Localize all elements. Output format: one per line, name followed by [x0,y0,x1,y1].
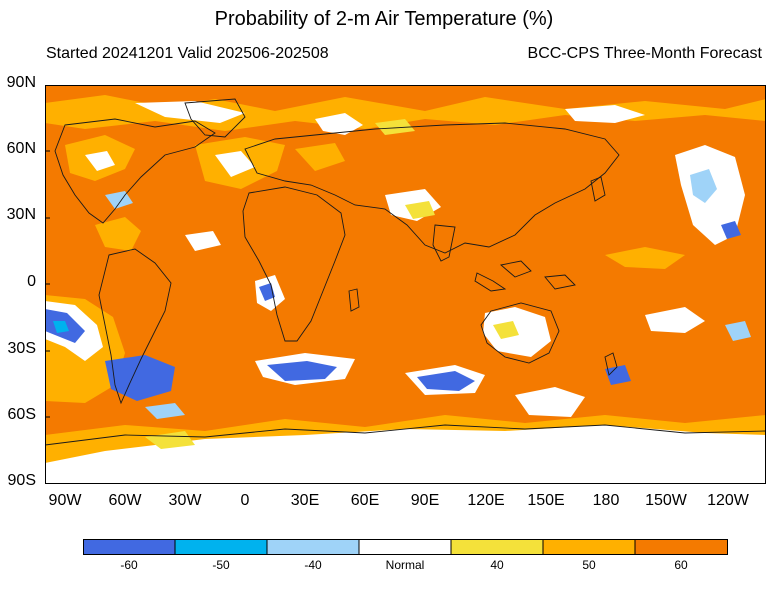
barents-normal-region [315,113,363,135]
sepacific-cold-50-region [53,321,69,333]
arctic-normal-region [135,101,245,123]
colorbar-label-normal: Normal [385,558,425,572]
tibet-40-region [405,201,435,219]
siberia-normal-region [565,105,645,123]
colorbar-label-cold-50: -50 [212,558,230,572]
spacific-cold-40-region [725,321,751,341]
russia-50-region [295,143,345,171]
sindian-east-cold-60-region [417,371,475,391]
patagonia-cold-60-region [105,355,175,401]
lon-label-180: 180 [592,492,620,509]
spacific-normal-region [645,307,705,333]
antarctica-coast [45,424,766,446]
colorbar-segment-warm-60 [635,539,728,555]
map-frame [45,85,766,484]
lon-label-60w: 60W [108,492,142,509]
colorbar-label-cold-40: -40 [304,558,322,572]
new-guinea-coast [544,274,576,290]
africa-cold-60-region [259,283,275,301]
colorbar-frame [83,539,728,555]
tropical-pacific-50-region [605,247,685,269]
colorbar-segment-cold-40 [267,539,359,555]
north-america-coast [54,118,216,224]
lon-label-30e: 30E [290,492,320,509]
madagascar-coast [348,288,360,312]
spacific-cold-60-region [605,365,631,385]
lat-label-90n: 90N [6,74,36,91]
npacific-cold-60-region [721,221,741,239]
arctic-40-region [375,119,415,135]
lat-label-equator: 0 [27,273,36,290]
lon-label-120e: 120E [467,492,505,509]
canada-normal-region [85,151,115,171]
forecast-period: Started 20241201 Valid 202506-202508 [46,45,329,62]
drake-cold-40-region [145,403,185,419]
atlantic-normal-region [185,231,221,251]
greenland-coast [184,98,246,138]
borneo-coast [500,260,532,278]
africa-coast [242,186,346,342]
forecast-source: BCC-CPS Three-Month Forecast [527,45,762,62]
colorbar-label-warm-50: 50 [582,558,596,572]
lon-label-0: 0 [240,492,250,509]
lat-label-90s: 90S [7,472,36,489]
lon-label-120w: 120W [707,492,749,509]
map-title: Probability of 2-m Air Temperature (%) [214,8,554,30]
colorbar-segment-cold-50 [175,539,267,555]
south-america-coast [98,248,172,405]
lon-label-90e: 90E [410,492,440,509]
europe-normal-region [215,151,255,177]
japan-coast [590,176,606,202]
lon-label-150e: 150E [527,492,565,509]
lon-label-90w: 90W [48,492,82,509]
australia-40-region [493,321,519,339]
us-cold-40-region [105,191,133,209]
colorbar-segment-warm-40 [451,539,543,555]
lon-label-30w: 30W [168,492,202,509]
lat-label-30s: 30S [7,340,36,357]
colorbar-label-cold-60: -60 [120,558,138,572]
australia-coast [480,302,560,364]
npacific-cold-40-region [690,169,717,203]
sindian-cold-60-region [267,361,337,381]
lon-label-60e: 60E [350,492,380,509]
colorbar-segment-cold-60 [83,539,175,555]
coastlines [45,98,766,446]
sumatra-coast [474,272,507,292]
arctic-50-region [45,95,766,131]
lat-label-60n: 60N [6,140,36,157]
tasman-normal-region [515,387,585,417]
colorbar-segment-warm-50 [543,539,635,555]
lat-label-60s: 60S [7,406,36,423]
us-south-50-region [95,217,141,251]
colorbar-dividers [174,539,636,555]
india-coast [432,224,456,262]
colorbar-label-warm-60: 60 [674,558,688,572]
lat-label-30n: 30N [6,206,36,223]
probability-map [45,85,766,484]
colorbar-segment-normal [359,539,451,555]
colorbar [83,539,728,555]
antarctic-normal-region [45,425,766,484]
colorbar-label-warm-40: 40 [490,558,504,572]
lon-label-150w: 150W [645,492,687,509]
eurasia-coast [244,122,620,254]
new-zealand-coast [604,352,618,376]
